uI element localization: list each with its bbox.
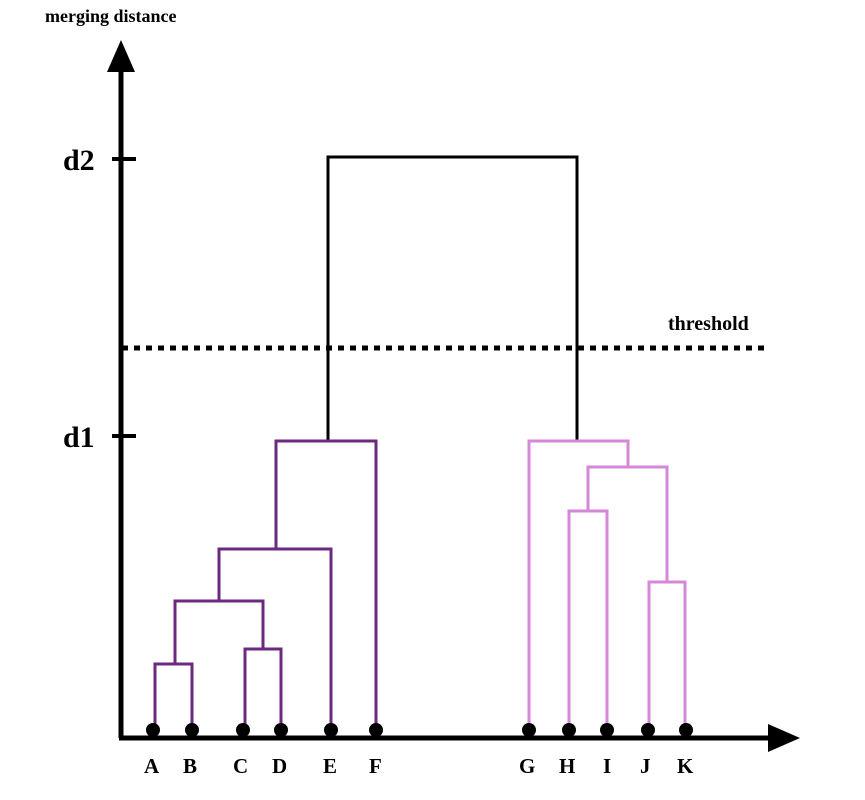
leaf-dot-A xyxy=(146,723,160,737)
leaf-dot-I xyxy=(600,723,614,737)
axes xyxy=(107,40,800,752)
x-axis-arrowhead xyxy=(768,724,800,752)
leaf-labels: A B C D E F G H I J K xyxy=(144,754,694,778)
root-link xyxy=(326,155,579,441)
tick-label-d1: d1 xyxy=(63,421,95,454)
leaf-dot-F xyxy=(369,723,383,737)
leaf-dots xyxy=(146,723,693,737)
leaf-label-H: H xyxy=(559,754,575,778)
link-AB-CD xyxy=(173,599,265,664)
link-A-B xyxy=(153,662,194,729)
y-axis-arrowhead xyxy=(107,40,135,72)
link-G-HIJK xyxy=(527,439,630,729)
leaf-label-B: B xyxy=(183,754,197,778)
threshold-label: threshold xyxy=(668,313,749,335)
leaf-label-K: K xyxy=(677,754,694,778)
leaf-dot-J xyxy=(641,723,655,737)
leaf-label-J: J xyxy=(640,754,651,778)
axis-title: merging distance xyxy=(45,6,176,26)
link-J-K xyxy=(647,580,687,729)
leaf-label-G: G xyxy=(519,754,535,778)
leaf-label-A: A xyxy=(144,754,160,778)
link-ABCDE-F xyxy=(274,439,378,729)
tick-label-d2: d2 xyxy=(63,144,95,177)
link-H-I xyxy=(567,509,609,729)
link-C-D xyxy=(243,647,283,729)
leaf-dot-D xyxy=(274,723,288,737)
leaf-dot-H xyxy=(562,723,576,737)
leaf-dot-G xyxy=(522,723,536,737)
leaf-dot-E xyxy=(324,723,338,737)
leaf-dot-C xyxy=(236,723,250,737)
link-HI-JK xyxy=(586,465,669,582)
leaf-dot-B xyxy=(185,723,199,737)
link-ABCD-E xyxy=(217,547,333,729)
left-cluster xyxy=(153,439,378,729)
right-cluster xyxy=(527,439,687,729)
leaf-label-E: E xyxy=(323,754,337,778)
leaf-label-C: C xyxy=(233,754,248,778)
leaf-dot-K xyxy=(679,723,693,737)
leaf-label-F: F xyxy=(369,754,382,778)
leaf-label-D: D xyxy=(272,754,287,778)
leaf-label-I: I xyxy=(603,754,611,778)
